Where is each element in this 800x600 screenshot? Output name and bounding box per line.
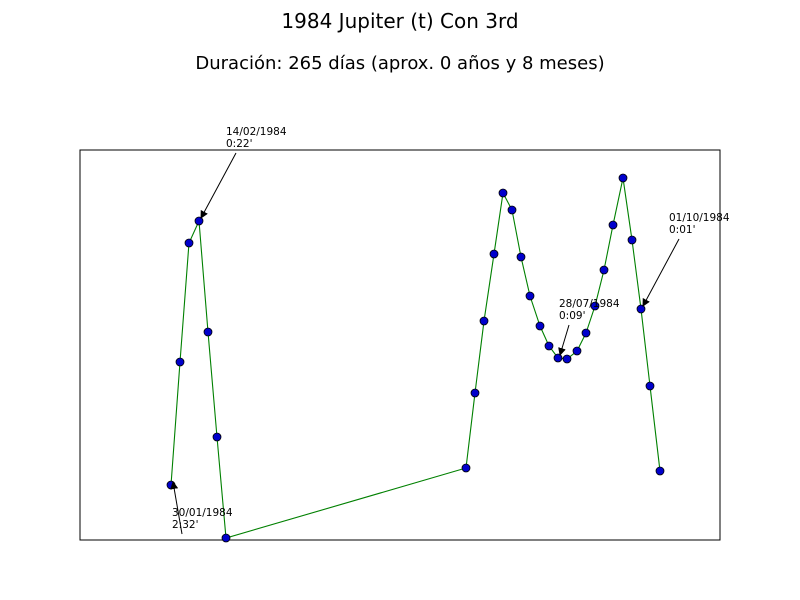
annotation-date-label: 01/10/1984 [669, 212, 730, 224]
data-point [645, 381, 655, 391]
data-point [194, 216, 204, 226]
chart-subtitle: Duración: 265 días (aprox. 0 años y 8 me… [195, 53, 604, 74]
data-point [553, 353, 563, 363]
data-point [590, 301, 600, 311]
annotation-date-label: 28/07/1984 [559, 298, 620, 310]
data-point [516, 252, 526, 262]
chart-title: 1984 Jupiter (t) Con 3rd [281, 9, 518, 33]
annotation-arrow [200, 152, 237, 219]
annotation-value-label: 0:01' [669, 224, 695, 236]
plot-area-frame [79, 149, 721, 541]
data-point [608, 220, 618, 230]
annotation-date-label: 30/01/1984 [172, 507, 233, 519]
annotation-value-label: 2:32' [172, 519, 198, 531]
data-point [544, 341, 554, 351]
data-point [655, 466, 665, 476]
annotation-arrow [558, 324, 570, 356]
data-point [203, 327, 213, 337]
data-point [489, 249, 499, 259]
data-point [581, 328, 591, 338]
data-point [212, 432, 222, 442]
data-point [479, 316, 489, 326]
data-point [525, 291, 535, 301]
data-point [184, 238, 194, 248]
annotation-arrow [170, 481, 183, 535]
data-point [221, 533, 231, 543]
annotation-value-label: 0:09' [559, 310, 585, 322]
data-point [636, 304, 646, 314]
data-point [507, 205, 517, 215]
annotation-date-label: 14/02/1984 [226, 126, 287, 138]
data-point [599, 265, 609, 275]
data-point [498, 188, 508, 198]
data-point [470, 388, 480, 398]
data-point [175, 357, 185, 367]
data-point [572, 346, 582, 356]
data-point [535, 321, 545, 331]
data-point [627, 235, 637, 245]
data-point [461, 463, 471, 473]
annotation-arrow [642, 238, 680, 307]
data-point [562, 354, 572, 364]
annotation-value-label: 0:22' [226, 138, 252, 150]
series-layer [166, 173, 665, 543]
data-point [618, 173, 628, 183]
